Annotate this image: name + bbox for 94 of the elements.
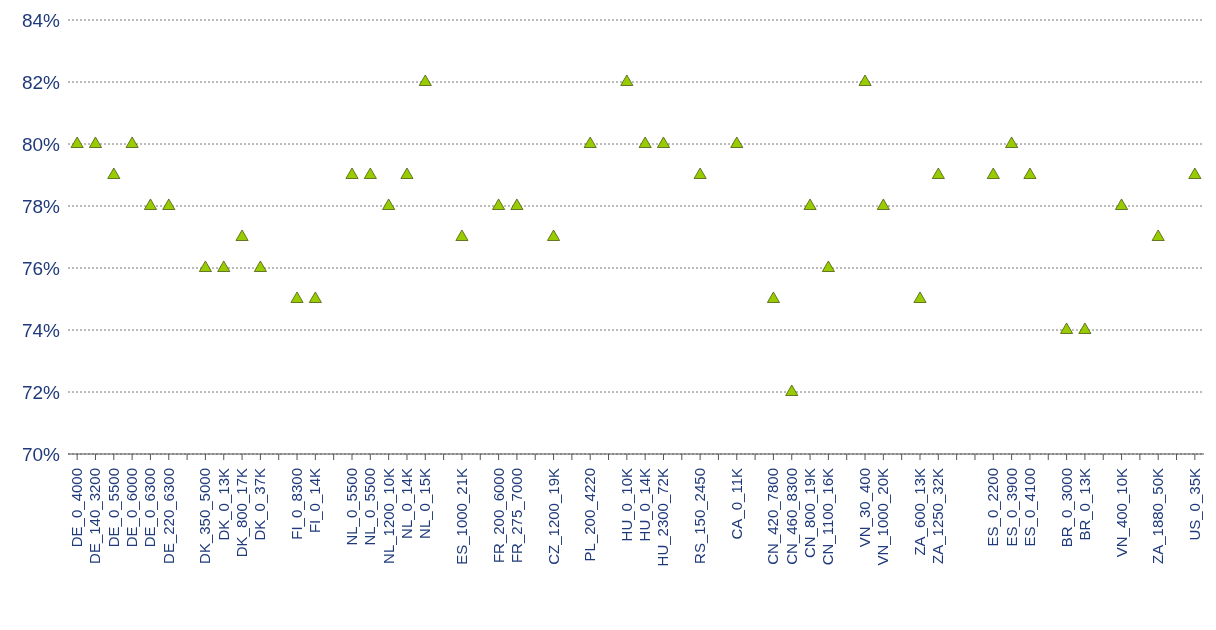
x-tick-label: DK_0_37K bbox=[251, 468, 269, 541]
x-tick-label: ES_0_3900 bbox=[1002, 468, 1020, 547]
point bbox=[913, 291, 927, 303]
x-tick-label: DE_220_6300 bbox=[159, 468, 177, 564]
x-tick-label: DE_0_5500 bbox=[104, 468, 122, 548]
x-tick-label: ZA_600_13K bbox=[911, 468, 928, 556]
point bbox=[400, 167, 414, 179]
point bbox=[217, 260, 231, 272]
point bbox=[1005, 136, 1019, 148]
x-tick-label: FI_0_8300 bbox=[288, 468, 306, 540]
x-tick-label: ES_1000_21K bbox=[452, 468, 470, 565]
y-tick-label: 82% bbox=[21, 71, 61, 93]
x-tick-label: US_0_35K bbox=[1185, 468, 1203, 541]
point bbox=[876, 198, 890, 210]
point bbox=[162, 198, 176, 210]
y-tick-label: 74% bbox=[21, 319, 61, 341]
x-tick-label: DK_350_5000 bbox=[196, 468, 214, 564]
x-tick-label: CA_0_11K bbox=[727, 468, 745, 540]
x-tick-label: ES_0_4100 bbox=[1020, 468, 1038, 547]
x-tick-label: NL_0_15K bbox=[416, 468, 434, 539]
point bbox=[1151, 229, 1165, 241]
point bbox=[931, 167, 945, 179]
x-tick-label: HU_0_14K bbox=[636, 468, 654, 542]
point bbox=[70, 136, 84, 148]
x-tick-label: CN_1100_16K bbox=[819, 468, 837, 566]
x-tick-label: ZA_1250_32K bbox=[929, 468, 947, 564]
x-tick-label: HU_2300_72K bbox=[654, 468, 672, 567]
x-tick-label: CZ_1200_19K bbox=[544, 468, 562, 565]
point bbox=[986, 167, 1000, 179]
point bbox=[308, 291, 322, 303]
x-tick-label: CN_420_7800 bbox=[764, 468, 782, 565]
x-tick-label: NL_1200_10K bbox=[379, 468, 397, 564]
point bbox=[858, 74, 872, 86]
x-tick-label: FR_275_7000 bbox=[507, 468, 525, 564]
x-tick-label: RS_150_2450 bbox=[691, 468, 709, 564]
x-tick-label: BR_0_13K bbox=[1075, 468, 1093, 541]
x-tick-label: VN_400_10K bbox=[1112, 468, 1130, 558]
x-tick-label: DE_0_6000 bbox=[123, 468, 141, 548]
point bbox=[1078, 322, 1092, 334]
x-tick-label: FR_200_6000 bbox=[489, 468, 507, 564]
point bbox=[382, 198, 396, 210]
point bbox=[492, 198, 506, 210]
y-tick-label: 84% bbox=[21, 9, 61, 31]
point bbox=[455, 229, 469, 241]
point bbox=[510, 198, 524, 210]
x-tick-label: CN_460_8300 bbox=[782, 468, 800, 565]
point bbox=[253, 260, 267, 272]
point bbox=[345, 167, 359, 179]
y-tick-label: 78% bbox=[21, 195, 61, 217]
x-tick-label: DE_0_4000 bbox=[68, 468, 86, 548]
point bbox=[363, 167, 377, 179]
y-tick-label: 70% bbox=[21, 443, 61, 465]
point bbox=[418, 74, 432, 86]
point bbox=[693, 167, 707, 179]
x-tick-label: PL_200_4220 bbox=[581, 468, 599, 562]
y-tick-label: 80% bbox=[21, 133, 61, 155]
point bbox=[125, 136, 139, 148]
x-tick-label: BR_0_3000 bbox=[1057, 468, 1075, 548]
point bbox=[107, 167, 121, 179]
point bbox=[1188, 167, 1202, 179]
x-tick-label: HU_0_10K bbox=[617, 468, 635, 542]
x-tick-label: NL_0_5500 bbox=[343, 468, 360, 546]
x-tick-label: ZA_1880_50K bbox=[1149, 468, 1167, 564]
y-tick-label: 72% bbox=[21, 381, 61, 403]
x-tick-label: CN_800_19K bbox=[801, 468, 819, 559]
point bbox=[89, 136, 102, 148]
point bbox=[730, 136, 744, 148]
x-tick-label: VN_1000_20K bbox=[874, 468, 892, 566]
point bbox=[803, 198, 817, 210]
y-tick-label: 76% bbox=[21, 257, 61, 279]
point bbox=[583, 136, 597, 148]
point bbox=[143, 198, 157, 210]
x-tick-label: VN_30_400 bbox=[856, 468, 874, 548]
x-tick-label: FI_0_14K bbox=[306, 468, 324, 534]
point bbox=[821, 260, 835, 272]
point bbox=[1023, 167, 1037, 179]
point bbox=[547, 229, 561, 241]
x-tick-label: DK_0_13K bbox=[214, 468, 232, 541]
point bbox=[638, 136, 652, 148]
x-tick-label: DE_140_3200 bbox=[86, 468, 104, 564]
x-tick-label: DE_0_6300 bbox=[141, 468, 159, 548]
point bbox=[1060, 322, 1074, 334]
x-tick-label: ES_0_2200 bbox=[984, 468, 1002, 547]
x-tick-label: DK_800_17K bbox=[233, 468, 251, 558]
point bbox=[290, 291, 304, 303]
x-tick-label: NL_0_14K bbox=[397, 468, 415, 539]
point bbox=[766, 291, 780, 303]
point bbox=[785, 384, 799, 396]
x-tick-label: NL_0_5500 bbox=[361, 468, 379, 546]
point bbox=[235, 229, 249, 241]
point bbox=[620, 74, 634, 86]
point bbox=[1115, 198, 1129, 210]
point bbox=[657, 136, 670, 148]
point bbox=[198, 260, 212, 272]
